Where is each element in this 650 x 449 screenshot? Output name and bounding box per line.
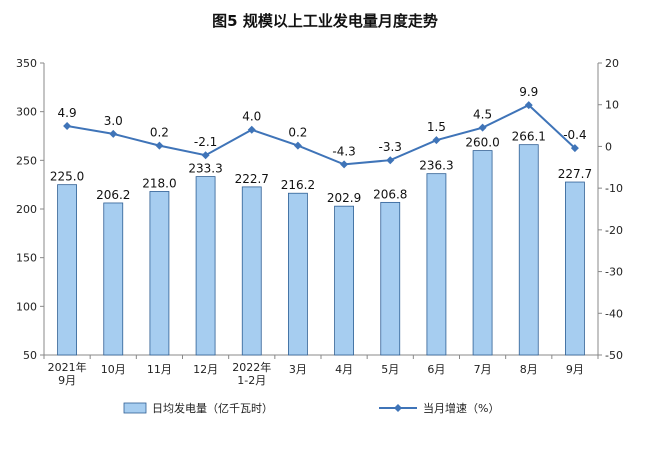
bar-data-label: 218.0 [142, 176, 176, 190]
line-point [478, 123, 487, 132]
bar [149, 191, 170, 356]
left-tick-label: 100 [16, 300, 37, 313]
right-tick-label: 0 [605, 140, 612, 153]
bar [288, 192, 308, 356]
line-point [293, 141, 302, 150]
line-data-label: -2.1 [194, 135, 217, 149]
x-tick-label: 7月 [474, 363, 492, 376]
bar [518, 144, 539, 356]
bar-data-label: 216.2 [281, 178, 315, 192]
legend-bar-label: 日均发电量（亿千瓦时） [152, 401, 273, 415]
bar-data-label: 202.9 [327, 191, 361, 205]
line-data-label: 9.9 [519, 85, 538, 99]
line-point [155, 141, 164, 150]
line-data-label: 1.5 [427, 120, 446, 134]
line-data-label: 3.0 [104, 114, 123, 128]
bar-data-label: 236.3 [419, 159, 453, 173]
legend-line-marker [394, 404, 402, 412]
x-tick-label: 11月 [147, 363, 172, 376]
left-tick-label: 350 [16, 57, 37, 70]
line-point [386, 156, 395, 165]
x-tick-label: 3月 [289, 363, 307, 376]
bar-data-label: 227.7 [558, 167, 592, 181]
bar-data-label: 266.1 [512, 130, 546, 144]
bar-data-label: 233.3 [188, 162, 222, 176]
right-tick-label: -50 [605, 349, 623, 362]
bar [103, 202, 124, 356]
x-tick-label: 4月 [335, 363, 353, 376]
bar [241, 186, 262, 356]
growth-line [66, 103, 576, 166]
line-point [201, 151, 210, 160]
x-tick-label: 8月 [520, 363, 538, 376]
x-tick-label: 2021年 [48, 360, 87, 374]
line-data-label: -0.4 [563, 128, 586, 142]
x-tick-label: 12月 [193, 363, 218, 376]
legend-bar-swatch [123, 402, 147, 414]
left-tick-label: 50 [23, 349, 37, 362]
right-tick-label: -20 [605, 224, 623, 237]
line-point [432, 136, 441, 145]
bar-data-label: 222.7 [235, 172, 269, 186]
x-tick-label: 1-2月 [237, 374, 266, 387]
line-data-label: 4.0 [242, 110, 261, 124]
right-tick-label: -10 [605, 182, 623, 195]
line-data-label: -4.3 [332, 144, 355, 158]
bar-data-label: 206.8 [373, 187, 407, 201]
line-point [570, 144, 579, 153]
line-point [340, 160, 349, 169]
bar [426, 173, 447, 356]
line-point [109, 129, 118, 138]
line-point [247, 125, 256, 134]
left-tick-label: 300 [16, 106, 37, 119]
right-tick-label: -30 [605, 266, 623, 279]
x-tick-label: 6月 [427, 363, 445, 376]
bar [334, 205, 354, 356]
bar-data-label: 260.0 [465, 136, 499, 150]
bar [195, 176, 216, 356]
bar-data-label: 206.2 [96, 188, 130, 202]
line-point [63, 121, 72, 130]
x-tick-label: 2022年 [232, 360, 271, 374]
right-tick-label: -40 [605, 307, 623, 320]
x-tick-label: 9月 [566, 363, 584, 376]
left-tick-label: 200 [16, 203, 37, 216]
line-data-label: 0.2 [288, 126, 307, 140]
line-data-label: 4.5 [473, 108, 492, 122]
bar-data-label: 225.0 [50, 170, 84, 184]
bar [472, 150, 493, 356]
line-data-label: -3.3 [379, 140, 402, 154]
legend-line-label: 当月增速（%） [423, 401, 499, 415]
x-tick-label: 9月 [58, 374, 76, 387]
line-data-label: 4.9 [58, 106, 77, 120]
bar [380, 201, 401, 356]
bar [565, 181, 585, 356]
line-data-label: 0.2 [150, 126, 169, 140]
left-tick-label: 150 [16, 252, 37, 265]
bar [57, 184, 77, 356]
left-tick-label: 250 [16, 154, 37, 167]
right-tick-label: 20 [605, 57, 619, 70]
chart-title: 图5 规模以上工业发电量月度走势 [212, 12, 438, 30]
x-tick-label: 10月 [101, 363, 126, 376]
right-tick-label: 10 [605, 99, 619, 112]
x-tick-label: 5月 [381, 363, 399, 376]
line-point [524, 101, 533, 110]
